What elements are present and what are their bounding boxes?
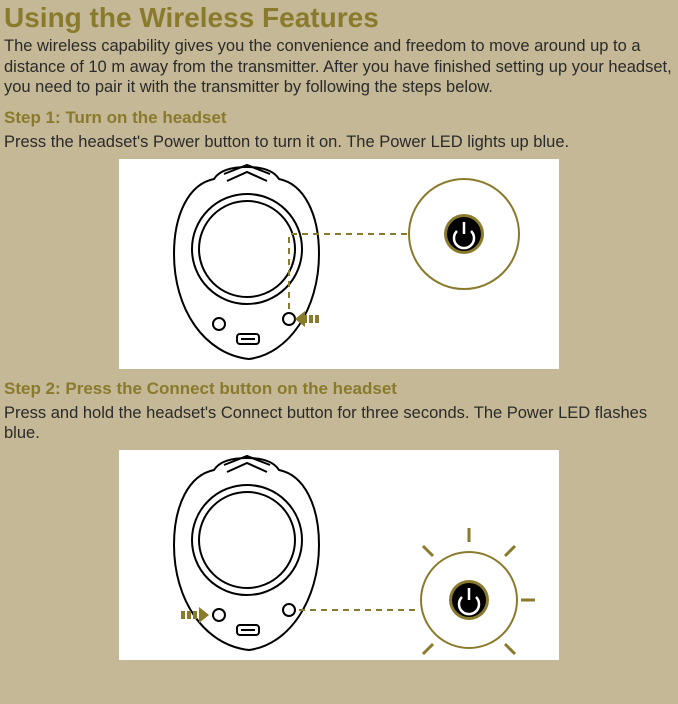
step2-title: Step 2: Press the Connect button on the … bbox=[4, 379, 674, 399]
step2-text: Press and hold the headset's Connect but… bbox=[4, 403, 674, 444]
figure-step1 bbox=[119, 159, 559, 369]
step1-text: Press the headset's Power button to turn… bbox=[4, 132, 674, 153]
power-icon bbox=[444, 214, 484, 254]
figure-step2 bbox=[119, 450, 559, 660]
step1-title: Step 1: Turn on the headset bbox=[4, 108, 674, 128]
intro-text: The wireless capability gives you the co… bbox=[4, 36, 674, 98]
power-icon bbox=[449, 580, 489, 620]
page-title: Using the Wireless Features bbox=[4, 0, 674, 34]
